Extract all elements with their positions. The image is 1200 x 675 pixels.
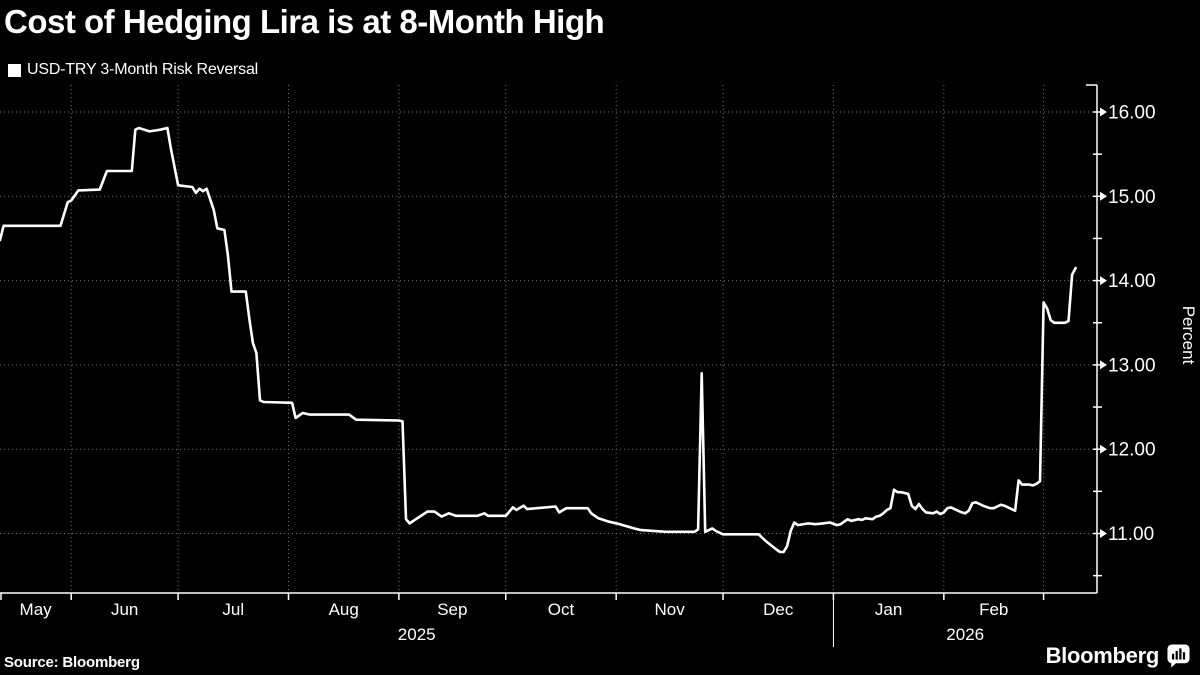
y-tick-label: 11.00 [1108, 524, 1154, 545]
y-axis-title: Percent [1179, 306, 1198, 365]
axis-ticks [0, 107, 1107, 647]
bloomberg-wordmark: Bloomberg [1045, 643, 1160, 668]
x-month-label: Jul [222, 600, 244, 619]
x-year-label: 2025 [398, 625, 436, 644]
x-month-label: Sep [437, 600, 467, 619]
risk-reversal-line [0, 126, 1077, 554]
legend-label: USD-TRY 3-Month Risk Reversal [27, 61, 259, 78]
x-month-label: Aug [329, 600, 359, 619]
x-month-label: Jun [111, 600, 138, 619]
y-tick-label: 13.00 [1108, 355, 1156, 376]
gridlines [0, 85, 1097, 593]
bloomberg-logo-icon [1167, 644, 1190, 668]
x-month-label: Feb [979, 600, 1008, 619]
x-month-label: Nov [654, 600, 685, 619]
source-label: Source: Bloomberg [4, 654, 140, 671]
y-tick-label: 12.00 [1108, 440, 1156, 461]
legend-swatch [8, 63, 21, 77]
page-title: Cost of Hedging Lira is at 8-Month High [4, 3, 605, 40]
axes [0, 84, 1098, 594]
x-month-label: May [20, 600, 53, 619]
y-tick-label: 16.00 [1108, 103, 1156, 124]
y-tick-label: 15.00 [1108, 187, 1156, 208]
x-month-label: Dec [763, 600, 794, 619]
y-tick-label: 14.00 [1108, 271, 1156, 292]
x-year-label: 2026 [946, 625, 984, 644]
x-month-label: Oct [548, 600, 575, 619]
axis-labels: 16.00 15.00 14.00 13.00 12.00 11.00 May Jun Jul A… [20, 103, 1198, 645]
legend: USD-TRY 3-Month Risk Reversal [8, 61, 258, 79]
bloomberg-branding: Bloomberg [1046, 643, 1190, 669]
x-month-label: Jan [875, 600, 902, 619]
